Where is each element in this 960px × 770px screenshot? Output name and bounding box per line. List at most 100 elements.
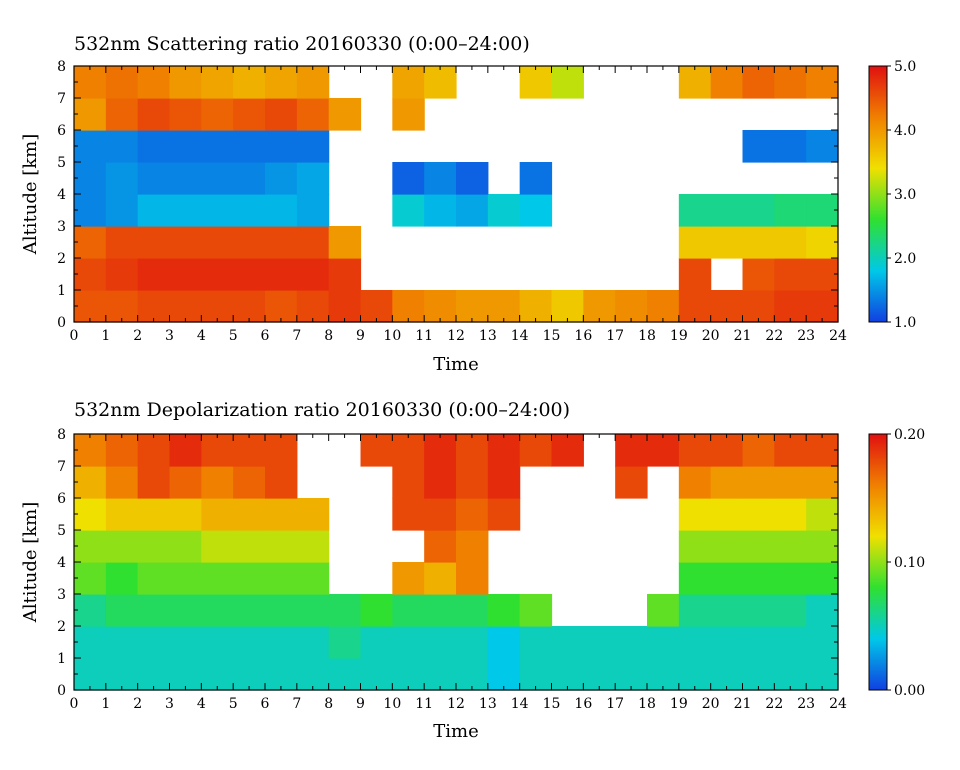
- heatmap-cell: [74, 658, 107, 691]
- heatmap-cell: [742, 226, 775, 259]
- heatmap-cell: [647, 594, 680, 627]
- heatmap-cell: [678, 258, 712, 291]
- heatmap-cell: [233, 530, 266, 563]
- y-tick-label: 5: [57, 523, 66, 539]
- heatmap-cell: [806, 626, 839, 659]
- y-tick-label: 2: [57, 619, 66, 635]
- heatmap-cell: [265, 626, 298, 659]
- heatmap-cell: [296, 530, 330, 563]
- heatmap-cell: [296, 226, 330, 259]
- heatmap-cell: [74, 258, 107, 291]
- heatmap-cell: [201, 226, 234, 259]
- heatmap-cells: [74, 66, 839, 323]
- heatmap-cell: [742, 594, 775, 627]
- colorbar: [868, 433, 888, 691]
- heatmap-cell: [678, 594, 712, 627]
- y-tick-label: 6: [57, 123, 66, 139]
- colorbar-tick-label: 5.0: [894, 59, 916, 75]
- heatmap-cell: [806, 130, 839, 163]
- heatmap-cell: [615, 658, 648, 691]
- x-tick-label: 17: [606, 328, 624, 344]
- heatmap-cell: [710, 594, 744, 627]
- y-tick-label: 6: [57, 491, 66, 507]
- heatmap-cell: [105, 98, 139, 131]
- heatmap-cell: [424, 194, 457, 227]
- heatmap-cell: [74, 226, 107, 259]
- x-tick-label: 13: [479, 328, 497, 344]
- x-tick-label: 2: [133, 328, 142, 344]
- heatmap-cell: [678, 562, 712, 595]
- heatmap-cell: [742, 498, 775, 531]
- heatmap-cell: [456, 594, 489, 627]
- heatmap-cell: [392, 498, 425, 531]
- x-tick-label: 5: [229, 328, 238, 344]
- heatmap-cell: [519, 434, 553, 467]
- heatmap-cell: [201, 498, 234, 531]
- heatmap-cell: [424, 562, 457, 595]
- heatmap-cell: [424, 290, 457, 323]
- heatmap-cell: [201, 98, 234, 131]
- x-tick-label: 16: [574, 696, 592, 712]
- heatmap-cell: [774, 130, 807, 163]
- heatmap-cell: [233, 98, 266, 131]
- heatmap-cell: [583, 626, 616, 659]
- heatmap-cell: [201, 290, 234, 323]
- heatmap-cell: [392, 66, 425, 99]
- heatmap-cell: [678, 434, 712, 467]
- heatmap-cell: [265, 434, 298, 467]
- heatmap-cell: [169, 290, 202, 323]
- y-tick-label: 5: [57, 155, 66, 171]
- x-tick-label: 20: [702, 696, 720, 712]
- chart-panel-1: 532nm Scattering ratio 20160330 (0:00–24…: [20, 33, 916, 375]
- heatmap-cell: [201, 162, 234, 195]
- heatmap-cell: [678, 530, 712, 563]
- x-tick-label: 11: [415, 328, 433, 344]
- colorbar-tick-label: 0.20: [894, 427, 925, 443]
- heatmap-cell: [74, 626, 107, 659]
- x-tick-label: 6: [261, 328, 270, 344]
- heatmap-cell: [169, 98, 202, 131]
- x-tick-label: 21: [734, 696, 752, 712]
- heatmap-cell: [774, 290, 807, 323]
- colorbar-tick-label: 0.10: [894, 555, 925, 571]
- heatmap-cell: [137, 626, 171, 659]
- x-tick-label: 23: [797, 696, 815, 712]
- x-tick-label: 2: [133, 696, 142, 712]
- x-tick-label: 12: [447, 696, 465, 712]
- heatmap-cell: [710, 530, 744, 563]
- heatmap-cell: [169, 498, 202, 531]
- heatmap-cell: [169, 562, 202, 595]
- heatmap-cell: [392, 594, 425, 627]
- heatmap-cell: [328, 658, 362, 691]
- heatmap-cell: [710, 194, 744, 227]
- heatmap-cell: [710, 434, 744, 467]
- heatmap-cell: [551, 658, 584, 691]
- heatmap-cell: [710, 466, 744, 499]
- heatmap-cell: [233, 66, 266, 99]
- heatmap-cell: [137, 530, 171, 563]
- heatmap-cell: [710, 290, 744, 323]
- x-tick-label: 5: [229, 696, 238, 712]
- heatmap-cell: [74, 66, 107, 99]
- heatmap-cell: [296, 98, 330, 131]
- heatmap-cell: [296, 66, 330, 99]
- heatmap-cell: [137, 658, 171, 691]
- x-axis-label: Time: [433, 354, 478, 375]
- heatmap-cell: [710, 658, 744, 691]
- heatmap-cell: [74, 498, 107, 531]
- x-tick-label: 12: [447, 328, 465, 344]
- x-tick-label: 6: [261, 696, 270, 712]
- chart-title: 532nm Depolarization ratio 20160330 (0:0…: [74, 399, 570, 421]
- heatmap-cell: [105, 594, 139, 627]
- x-tick-label: 13: [479, 696, 497, 712]
- heatmap-cell: [647, 626, 680, 659]
- heatmap-cell: [360, 658, 393, 691]
- heatmap-cell: [519, 162, 553, 195]
- heatmap-cell: [265, 226, 298, 259]
- heatmap-cell: [265, 290, 298, 323]
- heatmap-cell: [456, 466, 489, 499]
- x-tick-label: 18: [638, 696, 656, 712]
- colorbar-tick-label: 4.0: [894, 123, 916, 139]
- colorbar-tick-label: 1.0: [894, 315, 916, 331]
